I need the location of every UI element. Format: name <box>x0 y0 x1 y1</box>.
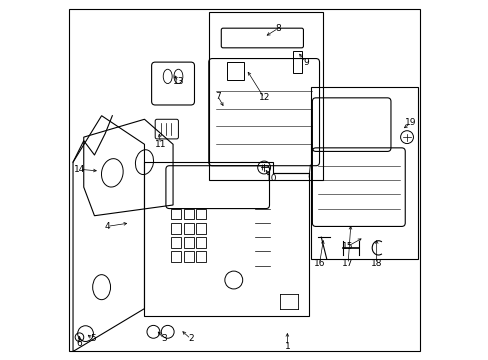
Text: 4: 4 <box>104 222 110 231</box>
Text: 8: 8 <box>275 24 281 33</box>
Bar <box>171 237 181 248</box>
Text: 15: 15 <box>342 242 353 251</box>
Text: 7: 7 <box>214 91 220 100</box>
Bar <box>196 208 206 219</box>
Text: 14: 14 <box>74 165 85 174</box>
Bar <box>171 208 181 219</box>
Text: 3: 3 <box>161 334 167 343</box>
Text: 11: 11 <box>155 140 166 149</box>
Text: 6: 6 <box>77 339 82 348</box>
Text: 1: 1 <box>284 342 290 351</box>
Bar <box>196 237 206 248</box>
Bar <box>196 251 206 262</box>
Text: 17: 17 <box>342 260 353 269</box>
Text: 10: 10 <box>265 174 277 183</box>
Text: 2: 2 <box>188 334 193 343</box>
Bar <box>183 251 193 262</box>
Text: 19: 19 <box>404 118 415 127</box>
Bar <box>171 223 181 234</box>
Text: 9: 9 <box>303 58 308 67</box>
Text: 13: 13 <box>172 77 184 86</box>
Text: 18: 18 <box>370 260 382 269</box>
Text: 16: 16 <box>313 260 325 269</box>
Bar <box>183 208 193 219</box>
Bar <box>183 237 193 248</box>
Text: 12: 12 <box>258 93 269 102</box>
Bar <box>196 223 206 234</box>
Text: 5: 5 <box>90 334 95 343</box>
Bar <box>171 251 181 262</box>
Bar <box>183 223 193 234</box>
